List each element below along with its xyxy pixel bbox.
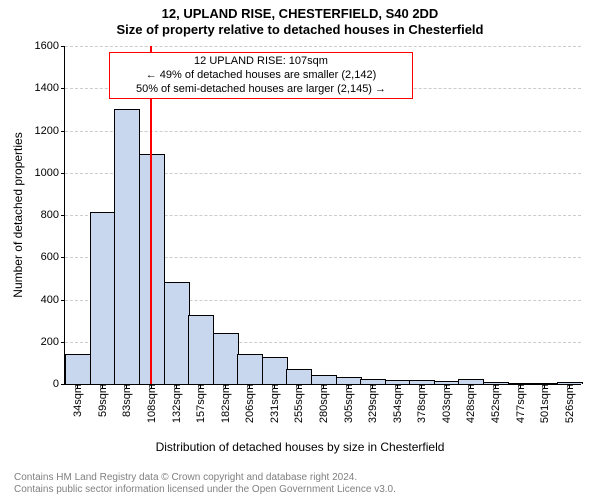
- footer-line: Contains public sector information licen…: [14, 484, 396, 496]
- x-tick-label: 59sqm: [95, 384, 109, 417]
- info-box-line: ← 49% of detached houses are smaller (2,…: [116, 69, 406, 83]
- x-tick-label: 206sqm: [242, 384, 256, 423]
- x-tick-label: 501sqm: [537, 384, 551, 423]
- x-axis-label: Distribution of detached houses by size …: [0, 440, 600, 454]
- info-box: 12 UPLAND RISE: 107sqm← 49% of detached …: [109, 52, 413, 99]
- x-tick-label: 452sqm: [488, 384, 502, 423]
- x-tick-label: 83sqm: [119, 384, 133, 417]
- x-tick-label: 280sqm: [316, 384, 330, 423]
- bar: [188, 315, 214, 384]
- y-tick-label: 1000: [35, 167, 65, 179]
- y-tick-label: 600: [41, 251, 65, 263]
- x-tick-label: 378sqm: [414, 384, 428, 423]
- y-tick-label: 800: [41, 209, 65, 221]
- bar: [286, 369, 312, 384]
- x-tick-label: 182sqm: [218, 384, 232, 423]
- x-tick-label: 132sqm: [169, 384, 183, 423]
- x-tick-label: 526sqm: [562, 384, 576, 423]
- x-tick-label: 34sqm: [70, 384, 84, 417]
- info-box-line: 12 UPLAND RISE: 107sqm: [116, 55, 406, 69]
- plot-area: 02004006008001000120014001600 34sqm59sqm…: [64, 46, 581, 385]
- bar: [65, 354, 91, 384]
- x-tick-label: 329sqm: [365, 384, 379, 423]
- x-tick-label: 255sqm: [291, 384, 305, 423]
- y-tick-label: 1600: [35, 40, 65, 52]
- bar: [262, 357, 288, 384]
- y-axis-label: Number of detached properties: [11, 132, 25, 297]
- x-tick-label: 354sqm: [390, 384, 404, 423]
- x-tick-label: 428sqm: [463, 384, 477, 423]
- y-tick-label: 1200: [35, 125, 65, 137]
- x-tick-label: 157sqm: [193, 384, 207, 423]
- footer-line: Contains HM Land Registry data © Crown c…: [14, 472, 396, 484]
- x-tick-label: 108sqm: [144, 384, 158, 423]
- x-tick-label: 231sqm: [267, 384, 281, 423]
- bar: [114, 109, 140, 384]
- y-tick-label: 0: [53, 378, 65, 390]
- bar: [311, 375, 337, 384]
- chart-title: 12, UPLAND RISE, CHESTERFIELD, S40 2DD: [0, 6, 600, 22]
- x-tick-label: 477sqm: [513, 384, 527, 423]
- y-tick-label: 1400: [35, 82, 65, 94]
- x-tick-label: 403sqm: [439, 384, 453, 423]
- bar: [336, 377, 362, 384]
- chart-container: 12, UPLAND RISE, CHESTERFIELD, S40 2DDSi…: [0, 0, 600, 500]
- bar: [164, 282, 190, 384]
- bar: [237, 354, 263, 384]
- x-tick-label: 305sqm: [341, 384, 355, 423]
- info-box-line: 50% of semi-detached houses are larger (…: [116, 83, 406, 97]
- bar: [90, 212, 116, 384]
- y-tick-label: 200: [41, 336, 65, 348]
- bar: [213, 333, 239, 384]
- chart-subtitle: Size of property relative to detached ho…: [0, 22, 600, 38]
- y-tick-label: 400: [41, 294, 65, 306]
- footer-attribution: Contains HM Land Registry data © Crown c…: [0, 472, 396, 496]
- chart-titles: 12, UPLAND RISE, CHESTERFIELD, S40 2DDSi…: [0, 0, 600, 39]
